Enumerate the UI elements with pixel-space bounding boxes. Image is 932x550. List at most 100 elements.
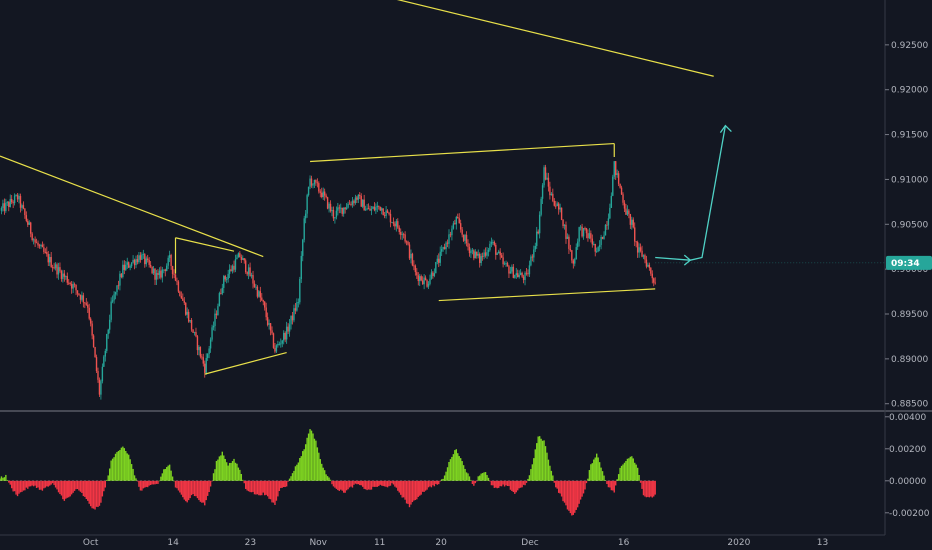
candle-body bbox=[237, 253, 240, 258]
candle-body bbox=[9, 198, 11, 207]
date-tick-label: 14 bbox=[167, 538, 179, 548]
candle-body bbox=[626, 210, 629, 215]
histogram-bar bbox=[280, 480, 282, 489]
candle-body bbox=[228, 269, 231, 274]
histogram-bar bbox=[94, 480, 96, 510]
candle-body bbox=[328, 203, 330, 209]
histogram-bar bbox=[81, 480, 83, 493]
candle-body bbox=[446, 242, 449, 244]
histogram-bar bbox=[576, 480, 579, 508]
histogram-bar bbox=[223, 455, 225, 481]
candle-body bbox=[546, 177, 548, 180]
histogram-bar bbox=[436, 480, 438, 485]
candle-body bbox=[68, 282, 70, 284]
histogram-bar bbox=[177, 480, 180, 491]
histogram-bar bbox=[50, 480, 52, 485]
candle-body bbox=[654, 282, 656, 284]
candle-body bbox=[596, 251, 598, 252]
histogram-bar bbox=[594, 457, 596, 481]
candle-body bbox=[18, 196, 20, 200]
candle-body bbox=[293, 308, 295, 321]
candle-body bbox=[443, 246, 446, 250]
candle-body bbox=[541, 185, 544, 199]
candle-body bbox=[114, 292, 117, 295]
candle-body bbox=[108, 319, 111, 330]
histogram-bar bbox=[208, 480, 210, 493]
candle-body bbox=[79, 295, 82, 300]
candle-body bbox=[243, 258, 245, 261]
histogram-bar bbox=[155, 480, 158, 484]
candle-body bbox=[294, 308, 297, 311]
candle-body bbox=[185, 302, 187, 315]
histogram-bar bbox=[557, 480, 560, 493]
candle-body bbox=[123, 264, 126, 270]
candle-body bbox=[419, 276, 421, 282]
candle-body bbox=[89, 318, 92, 324]
candle-body bbox=[508, 266, 510, 274]
histogram-bar bbox=[449, 459, 452, 481]
candle-body bbox=[435, 262, 437, 274]
oscillator-pane[interactable] bbox=[0, 429, 656, 516]
candle-body bbox=[617, 173, 620, 184]
date-tick-label: 16 bbox=[618, 538, 630, 548]
histogram-bar bbox=[413, 480, 415, 501]
candle-body bbox=[259, 291, 262, 298]
candle-body bbox=[424, 277, 427, 281]
histogram-bar bbox=[634, 462, 636, 481]
candle-body bbox=[376, 205, 379, 208]
histogram-bar bbox=[141, 480, 143, 491]
candle-body bbox=[440, 249, 443, 252]
histogram-bar bbox=[600, 467, 602, 481]
candle-body bbox=[458, 218, 460, 224]
candle-body bbox=[49, 257, 51, 263]
histogram-bar bbox=[104, 480, 106, 488]
histogram-bar bbox=[268, 480, 270, 499]
histogram-bar bbox=[312, 433, 314, 481]
candle-body bbox=[506, 263, 509, 267]
histogram-bar bbox=[196, 480, 199, 499]
histogram-bar bbox=[536, 443, 538, 481]
histogram-bar bbox=[363, 480, 365, 489]
histogram-bar bbox=[332, 480, 335, 487]
price-tick-label: 0.89000 bbox=[891, 355, 928, 365]
candle-body bbox=[154, 268, 156, 280]
candle-body bbox=[515, 273, 517, 276]
candle-body bbox=[585, 228, 588, 234]
candle-body bbox=[142, 254, 145, 255]
candle-body bbox=[467, 243, 469, 247]
histogram-bar bbox=[259, 480, 262, 496]
candle-body bbox=[342, 207, 345, 214]
histogram-bar bbox=[357, 480, 360, 485]
candle-body bbox=[496, 253, 498, 255]
histogram-bar bbox=[397, 480, 399, 491]
candle-body bbox=[512, 266, 515, 278]
drawing-annotations[interactable] bbox=[0, 0, 732, 375]
candle-body bbox=[474, 251, 477, 259]
histogram-bar bbox=[457, 453, 459, 481]
histogram-bar bbox=[179, 480, 181, 493]
candle-body bbox=[30, 222, 32, 234]
price-axis[interactable]: 0.92500 0.92000 0.91500 0.91000 0.90500 0.900… bbox=[655, 0, 932, 535]
main-price-pane[interactable] bbox=[0, 160, 656, 400]
histogram-bar bbox=[221, 451, 223, 481]
candle-body bbox=[648, 264, 651, 268]
histogram-bar bbox=[419, 480, 421, 496]
candle-body bbox=[246, 272, 248, 275]
candle-body bbox=[547, 177, 550, 187]
candle-body bbox=[113, 294, 115, 301]
histogram-bar bbox=[505, 480, 507, 486]
candle-body bbox=[299, 279, 301, 303]
histogram-bar bbox=[170, 470, 172, 481]
candle-body bbox=[101, 366, 104, 382]
histogram-bar bbox=[442, 478, 444, 481]
candle-body bbox=[129, 266, 131, 268]
histogram-bar bbox=[252, 480, 254, 492]
histogram-bar bbox=[35, 480, 38, 488]
time-axis[interactable]: Oct 14 23 Nov 11 20 Dec 16 2020 13 bbox=[0, 534, 885, 548]
histogram-bar bbox=[242, 479, 244, 481]
candle-body bbox=[271, 330, 273, 334]
candle-body bbox=[256, 286, 259, 297]
